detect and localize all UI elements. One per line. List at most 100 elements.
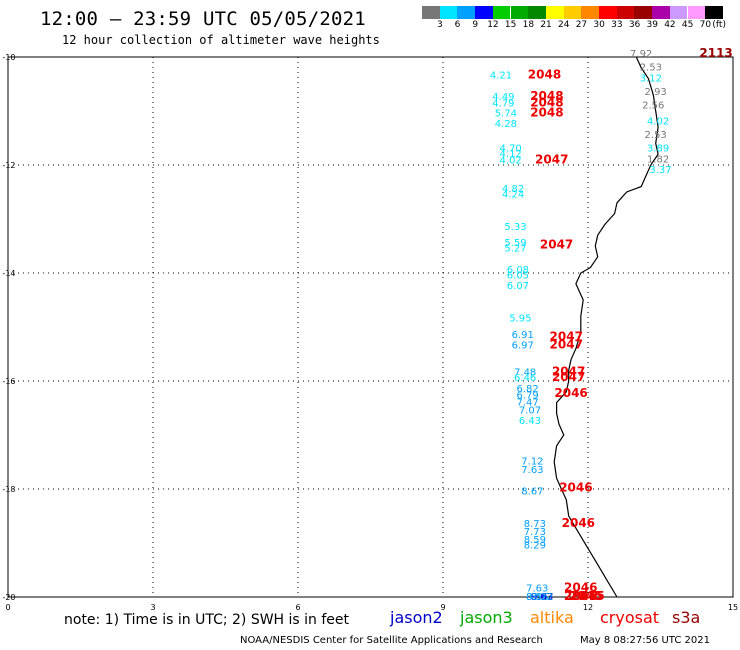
wave-height-label: 2.53 — [645, 130, 667, 141]
y-tick-label: -18 — [2, 485, 15, 494]
y-tick-label: -16 — [2, 377, 15, 386]
x-tick-label: 3 — [150, 603, 155, 612]
wave-height-label: 8.59 — [524, 535, 546, 546]
map-frame — [7, 56, 734, 598]
pass-time-label: 2048 — [528, 68, 561, 82]
satellite-label-jason3: jason3 — [460, 608, 513, 627]
pass-time-label: 2047 — [550, 338, 583, 352]
wave-height-label: 1.82 — [647, 154, 669, 165]
wave-height-label: 6.08 — [507, 265, 529, 276]
legend-label: 27 — [575, 20, 588, 30]
page-subtitle: 12 hour collection of altimeter wave hei… — [62, 33, 380, 47]
wave-height-label: 7.12 — [521, 457, 543, 468]
wave-height-label: 6.07 — [507, 281, 529, 292]
wave-height-label: 9.67 — [531, 592, 553, 603]
legend-label: 6 — [454, 20, 461, 30]
pass-time-label: 2046 — [564, 589, 597, 603]
wave-height-label: 2.56 — [642, 100, 664, 111]
legend-swatch — [545, 6, 564, 19]
wave-height-label: 3.89 — [647, 144, 669, 155]
legend-swatch — [669, 6, 688, 19]
legend-label: 21 — [540, 20, 552, 30]
wave-height-label: 7.63 — [521, 465, 543, 476]
wave-height-label: 4.24 — [502, 189, 524, 200]
wave-height-label: 6.43 — [519, 416, 541, 427]
pass-time-label: 2047 — [540, 238, 573, 252]
legend-swatch — [616, 6, 635, 19]
wave-height-label: 7.48 — [514, 368, 536, 379]
satellite-label-altika: altika — [530, 608, 574, 627]
legend-swatch — [581, 6, 599, 19]
wave-height-map: 0 3 6 9 12 15-10-12-14-16-18-207.92 21132.533.… — [2, 46, 738, 612]
legend-swatch — [705, 6, 723, 19]
pass-time-label: 2048 — [530, 89, 563, 103]
legend-swatch — [634, 6, 653, 19]
note-text: note: 1) Time is in UTC; 2) SWH is in fe… — [64, 612, 350, 628]
wave-height-label: 4.79 — [492, 99, 514, 110]
pass-time-label: 2048 — [530, 105, 563, 119]
legend-swatch — [652, 6, 670, 19]
pass-time-label: 2046 — [564, 581, 597, 595]
wave-height-label: 7.63 — [526, 584, 548, 595]
wave-height-label: 6.91 — [512, 330, 534, 341]
wave-height-label: 9.02 — [531, 592, 553, 603]
coastline — [553, 56, 659, 598]
legend-label: 15 — [504, 20, 517, 30]
wave-height-label: 4.70 — [500, 144, 522, 155]
y-tick-label: -12 — [2, 161, 15, 170]
legend-swatch — [422, 6, 440, 19]
wave-height-label: 4.49 — [492, 92, 514, 103]
x-tick-label: 6 — [295, 603, 300, 612]
wave-height-label: 4.02 — [647, 117, 669, 128]
legend-label: 18 — [522, 20, 535, 30]
x-tick-label: 9 — [440, 603, 445, 612]
satellite-label-cryosat: cryosat — [600, 608, 660, 627]
legend-label: 36 — [628, 20, 641, 30]
wave-height-label: 4.28 — [495, 119, 517, 130]
pass-time-label: 2046 — [554, 386, 587, 400]
wave-height-label: 7.73 — [524, 527, 546, 538]
legend-label: 33 — [611, 20, 623, 30]
wave-height-label: 6.97 — [512, 341, 534, 352]
wave-height-label: 7.47 — [516, 397, 538, 408]
wave-height-label: 6.82 — [516, 384, 538, 395]
wave-height-label: 4.21 — [490, 71, 512, 82]
wave-height-label: 7.07 — [519, 405, 541, 416]
pass-time-label: 2048 — [530, 96, 563, 110]
legend-swatch — [492, 6, 511, 19]
y-tick-label: -20 — [2, 593, 15, 602]
wave-height-label: 4.82 — [502, 184, 524, 195]
wave-height-label: 8.56 — [526, 592, 548, 603]
wave-height-label: 5.33 — [504, 222, 526, 233]
wave-height-label: 8.45 — [526, 592, 548, 603]
legend-label: 9 — [472, 20, 479, 30]
y-tick-label: -10 — [2, 53, 15, 62]
wave-height-label: 7.92 — [630, 49, 652, 60]
pass-time-label: 2045 — [569, 589, 602, 603]
wave-height-label: 5.74 — [495, 108, 517, 119]
pass-time-label: 2046 — [562, 516, 595, 530]
legend-label: 12 — [487, 20, 499, 30]
legend-swatch — [439, 6, 458, 19]
wave-height-label: 6.79 — [516, 390, 538, 401]
page-title: 12:00 — 23:59 UTC 05/05/2021 — [40, 8, 366, 30]
color-legend: 3 6 9 12 15 18 21 24 27 30 33 36 39 42 45 70 (ft) — [0, 0, 740, 35]
wave-height-label: 8.92 — [531, 592, 553, 603]
legend-label: 24 — [558, 20, 570, 30]
wave-height-label: 8.29 — [524, 540, 546, 551]
wave-height-label: 2.53 — [640, 63, 662, 74]
footer-credit: NOAA/NESDIS Center for Satellite Applica… — [240, 635, 543, 646]
wave-height-label: 5.59 — [504, 238, 526, 249]
legend-swatch — [599, 6, 617, 19]
wave-height-label: 6.46 — [514, 373, 536, 384]
wave-height-label: 8.22 — [531, 592, 553, 603]
legend-label: 45 — [681, 20, 694, 30]
pass-time-label: 2045 — [571, 589, 604, 603]
legend-label: 39 — [646, 20, 658, 30]
legend-swatch — [510, 6, 529, 19]
pass-time-label: 2113 — [699, 46, 732, 60]
wave-height-label: 3.37 — [649, 165, 671, 176]
wave-height-label: 5.95 — [509, 314, 531, 325]
x-tick-label: 12 — [583, 603, 593, 612]
wave-height-label: 8.73 — [524, 519, 546, 530]
